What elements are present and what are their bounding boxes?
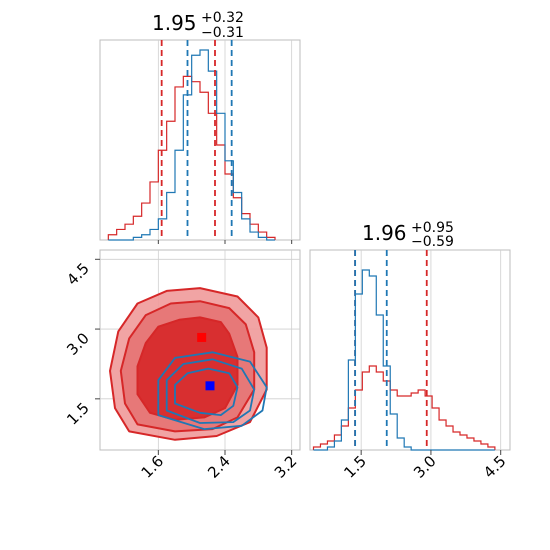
joint-blue-contour [157,351,268,430]
joint-blue-contour [165,358,256,424]
joint-x-tick-label: 2.4 [204,452,234,482]
title-y-plus: +0.95 [411,220,454,236]
x-marginal-frame [99,39,301,241]
joint-y-tick-label: 1.5 [63,399,93,429]
title-x-plus: +0.32 [201,10,244,26]
joint-x-tick-label: 1.6 [138,452,168,482]
y-marginal-tick-label: 1.5 [340,452,370,482]
x-marginal-blue-histogram [108,49,275,241]
joint-panel [99,249,301,451]
joint-x-tick-label: 3.2 [271,452,301,482]
y-marginal-tick-label: 4.5 [480,452,510,482]
title-x-minus: −0.31 [201,25,244,41]
joint-blue-contour [174,367,239,416]
y-marginal-panel [309,249,511,451]
y-marginal-frame [309,249,511,451]
joint-y-tick-label: 4.5 [63,259,93,289]
joint-blue-marker [205,381,215,391]
title-y-minus: −0.59 [411,234,454,250]
title-x-median: 1.95 [152,11,197,35]
title-y-median: 1.96 [362,221,407,245]
joint-red-contour [136,316,239,421]
joint-red-marker [197,332,207,342]
x-marginal-panel [99,39,301,241]
joint-y-tick-label: 3.0 [63,329,93,359]
y-marginal-tick-label: 3.0 [410,452,440,482]
